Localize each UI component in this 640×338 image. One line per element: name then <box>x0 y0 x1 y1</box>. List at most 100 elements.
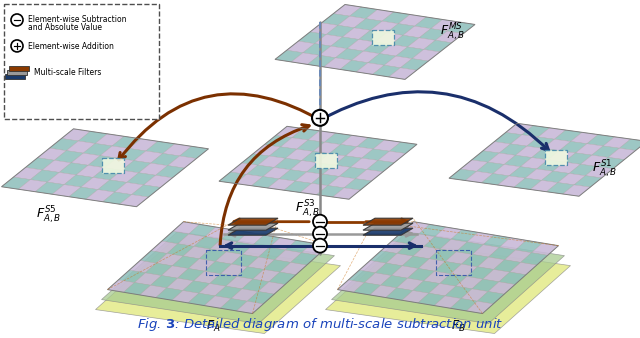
Polygon shape <box>105 158 134 170</box>
Polygon shape <box>98 180 127 192</box>
Polygon shape <box>269 238 296 250</box>
Polygon shape <box>362 149 389 160</box>
Polygon shape <box>509 167 537 178</box>
Polygon shape <box>292 128 319 140</box>
Polygon shape <box>412 49 440 61</box>
Bar <box>9 66 29 71</box>
Polygon shape <box>338 16 366 28</box>
Polygon shape <box>456 276 483 289</box>
Polygon shape <box>301 243 328 255</box>
Polygon shape <box>42 160 71 172</box>
Circle shape <box>11 14 23 26</box>
Polygon shape <box>419 224 445 237</box>
Polygon shape <box>122 161 151 173</box>
Polygon shape <box>548 151 575 162</box>
Polygon shape <box>331 37 359 49</box>
Polygon shape <box>403 256 429 268</box>
Polygon shape <box>156 166 184 178</box>
Polygon shape <box>134 151 163 163</box>
Polygon shape <box>143 175 173 187</box>
Polygon shape <box>392 232 419 244</box>
Polygon shape <box>440 274 467 286</box>
Polygon shape <box>504 250 532 262</box>
Polygon shape <box>221 264 248 276</box>
Polygon shape <box>64 175 93 187</box>
Polygon shape <box>357 138 385 149</box>
Polygon shape <box>219 172 246 184</box>
Polygon shape <box>284 181 312 192</box>
Polygon shape <box>54 151 83 163</box>
Polygon shape <box>108 280 134 292</box>
Polygon shape <box>351 158 378 170</box>
Polygon shape <box>172 291 199 303</box>
Polygon shape <box>451 230 478 242</box>
Polygon shape <box>467 267 493 279</box>
Polygon shape <box>162 232 189 244</box>
Polygon shape <box>103 192 132 204</box>
Polygon shape <box>151 241 178 254</box>
Polygon shape <box>515 146 543 158</box>
Polygon shape <box>139 163 168 175</box>
Polygon shape <box>312 174 339 186</box>
Polygon shape <box>324 58 351 69</box>
Polygon shape <box>346 147 373 158</box>
Polygon shape <box>118 270 145 283</box>
Polygon shape <box>252 176 279 188</box>
Polygon shape <box>429 284 456 296</box>
Polygon shape <box>210 274 237 286</box>
Polygon shape <box>167 244 194 256</box>
Polygon shape <box>460 160 488 171</box>
Polygon shape <box>451 264 477 276</box>
Bar <box>545 150 567 165</box>
Polygon shape <box>26 158 54 170</box>
Polygon shape <box>330 144 357 156</box>
Polygon shape <box>434 296 461 308</box>
Polygon shape <box>586 167 613 178</box>
Polygon shape <box>49 139 78 151</box>
Polygon shape <box>231 289 258 301</box>
Polygon shape <box>285 240 312 253</box>
Polygon shape <box>276 126 303 138</box>
Polygon shape <box>447 22 475 33</box>
Polygon shape <box>367 160 394 172</box>
Polygon shape <box>307 55 335 67</box>
Polygon shape <box>603 137 631 148</box>
Text: Element-wise Addition: Element-wise Addition <box>28 42 114 51</box>
Polygon shape <box>364 42 391 54</box>
Polygon shape <box>553 162 580 173</box>
Polygon shape <box>398 15 426 26</box>
Text: Element-wise Subtraction: Element-wise Subtraction <box>28 15 127 24</box>
Polygon shape <box>172 256 199 268</box>
Polygon shape <box>205 227 232 239</box>
Polygon shape <box>381 275 408 288</box>
Polygon shape <box>13 167 42 179</box>
Polygon shape <box>499 272 526 285</box>
Polygon shape <box>547 183 574 194</box>
Polygon shape <box>580 155 608 167</box>
Polygon shape <box>370 285 397 297</box>
Polygon shape <box>253 269 280 282</box>
Polygon shape <box>514 178 541 190</box>
Polygon shape <box>236 174 263 186</box>
Polygon shape <box>263 167 291 179</box>
Polygon shape <box>95 242 340 334</box>
Polygon shape <box>347 40 375 51</box>
Polygon shape <box>391 35 419 47</box>
Polygon shape <box>168 156 196 168</box>
Polygon shape <box>388 68 417 79</box>
Polygon shape <box>461 289 488 301</box>
Polygon shape <box>356 63 384 74</box>
Polygon shape <box>408 234 435 246</box>
Polygon shape <box>445 286 472 298</box>
Polygon shape <box>424 271 451 284</box>
Polygon shape <box>236 301 263 314</box>
Polygon shape <box>332 232 564 323</box>
Polygon shape <box>275 50 303 62</box>
Polygon shape <box>145 263 172 275</box>
Polygon shape <box>477 257 504 269</box>
Polygon shape <box>477 162 504 174</box>
Polygon shape <box>363 228 413 235</box>
Polygon shape <box>183 281 210 293</box>
Polygon shape <box>488 153 515 165</box>
Polygon shape <box>242 279 269 291</box>
